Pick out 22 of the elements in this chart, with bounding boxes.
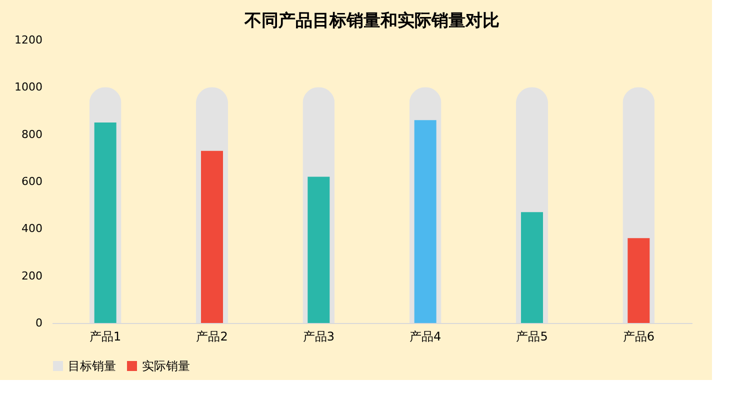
y-tick-label: 400 (22, 222, 42, 236)
x-tick-label: 产品5 (516, 330, 548, 344)
bar (201, 150, 223, 323)
x-tick-label: 产品2 (196, 330, 228, 344)
bar (414, 120, 436, 323)
y-tick-label: 0 (36, 316, 42, 330)
bar (521, 212, 543, 323)
y-tick-label: 600 (22, 175, 42, 188)
y-tick-label: 200 (22, 269, 42, 282)
bar (94, 122, 116, 323)
x-tick-label: 产品3 (302, 330, 334, 344)
x-tick-label: 产品1 (90, 330, 122, 344)
chart-title: 不同产品目标销量和实际销量对比 (244, 11, 500, 31)
bar (628, 238, 650, 323)
x-tick-label: 产品6 (622, 330, 654, 344)
legend-label: 目标销量 (68, 359, 116, 373)
bar (308, 176, 330, 323)
y-tick-label: 1000 (14, 80, 42, 94)
y-tick-label: 1200 (14, 34, 42, 46)
y-tick-label: 800 (22, 128, 42, 141)
x-tick-label: 产品4 (410, 330, 442, 344)
legend-label: 实际销量 (142, 359, 190, 373)
